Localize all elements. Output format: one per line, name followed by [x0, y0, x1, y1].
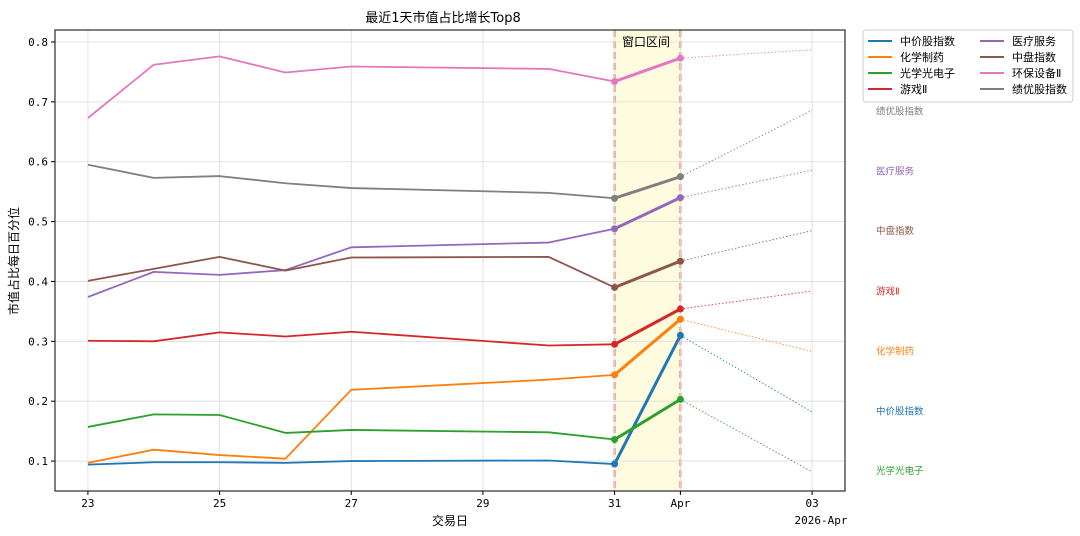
side-label: 光学光电子 — [876, 465, 924, 477]
x-offset-label: 2026-Apr — [795, 514, 848, 527]
x-tick-label: 23 — [81, 497, 94, 510]
x-tick-label: 27 — [345, 497, 358, 510]
y-tick-label: 0.7 — [28, 96, 48, 109]
series-window-segment — [613, 259, 682, 289]
window-band — [614, 30, 681, 491]
series-line — [87, 413, 615, 441]
series-window-segment — [613, 317, 682, 377]
x-tick-label: 31 — [608, 497, 621, 510]
y-tick-label: 0.6 — [28, 156, 48, 169]
series-window-segment — [613, 333, 682, 466]
series-line — [87, 55, 615, 119]
series-marker — [676, 395, 684, 403]
x-tick-label: 03 — [805, 497, 818, 510]
legend-entry: 绩优股指数 — [1012, 82, 1067, 96]
y-tick-label: 0.8 — [28, 36, 48, 49]
series-line — [87, 330, 615, 347]
series-marker — [611, 77, 619, 85]
x-tick-label: 29 — [476, 497, 489, 510]
side-label: 游戏Ⅱ — [876, 286, 900, 298]
window-label: 窗口区间 — [622, 35, 670, 49]
projection-line — [680, 230, 813, 262]
y-tick-label: 0.2 — [28, 395, 48, 408]
plot-frame — [54, 29, 846, 492]
series-marker — [676, 257, 684, 265]
series-marker — [611, 194, 619, 202]
legend-box — [862, 29, 1074, 103]
series-marker — [676, 173, 684, 181]
series-window-segment — [613, 56, 682, 83]
series-marker — [676, 331, 684, 339]
side-label: 中价股指数 — [876, 405, 924, 417]
y-tick-label: 0.3 — [28, 335, 48, 348]
series-marker — [676, 315, 684, 323]
legend-entry: 医疗服务 — [1012, 34, 1056, 48]
side-label: 化学制药 — [876, 346, 914, 358]
projection-line — [680, 334, 813, 413]
y-tick-label: 0.1 — [28, 455, 48, 468]
series-line — [87, 459, 615, 466]
legend-entry: 游戏Ⅱ — [900, 83, 927, 96]
series-marker — [611, 460, 619, 468]
x-tick-label: Apr — [670, 497, 690, 510]
series-window-segment — [613, 196, 682, 231]
legend-entry: 环保设备Ⅱ — [1012, 66, 1061, 80]
side-label: 绩优股指数 — [876, 105, 924, 117]
series-line — [87, 373, 615, 464]
series-line — [87, 256, 615, 289]
projection-line — [680, 290, 813, 310]
legend-entry: 光学光电子 — [900, 66, 955, 80]
x-tick-label: 25 — [213, 497, 226, 510]
series-line — [87, 163, 615, 200]
series-window-segment — [613, 175, 682, 200]
projection-line — [680, 49, 813, 59]
series-marker — [611, 340, 619, 348]
projection-line — [680, 318, 813, 352]
y-tick-label: 0.5 — [28, 216, 48, 229]
projection-line — [680, 169, 813, 199]
series-marker — [676, 194, 684, 202]
chart-title: 最近1天市值占比增长Top8 — [365, 10, 520, 26]
series-marker — [676, 305, 684, 313]
legend-entry: 中价股指数 — [900, 34, 955, 48]
series-window-segment — [613, 307, 682, 346]
side-label: 医疗服务 — [876, 165, 915, 177]
y-tick-label: 0.4 — [28, 275, 48, 288]
series-marker — [676, 54, 684, 62]
y-axis-title: 市值占比每日百分位 — [6, 207, 21, 315]
legend-entry: 化学制药 — [900, 50, 944, 64]
side-label: 中盘指数 — [876, 225, 915, 237]
x-axis-title: 交易日 — [432, 513, 468, 528]
series-marker — [611, 371, 619, 379]
legend-entry: 中盘指数 — [1012, 50, 1056, 64]
series-marker — [611, 436, 619, 444]
projection-line — [680, 109, 813, 178]
series-marker — [611, 225, 619, 233]
projection-line — [680, 398, 813, 473]
series-window-segment — [613, 397, 682, 442]
series-marker — [611, 283, 619, 291]
